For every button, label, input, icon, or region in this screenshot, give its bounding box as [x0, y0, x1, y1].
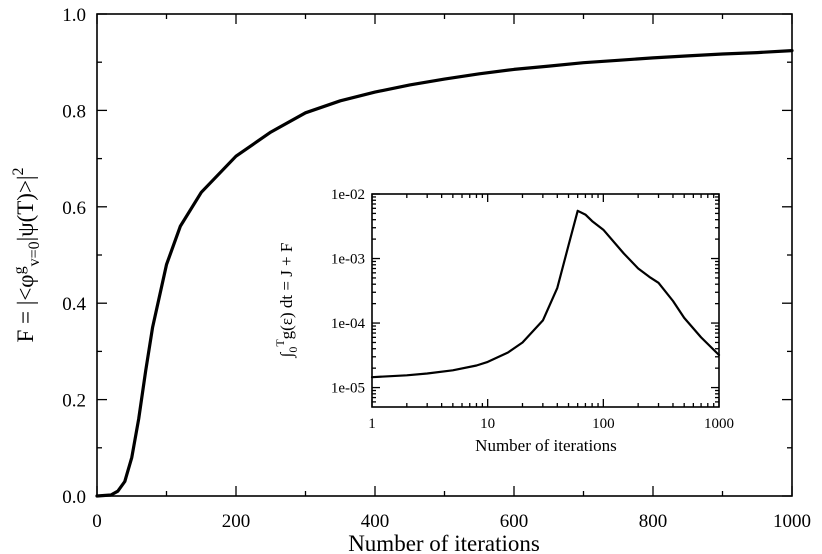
main-series-line — [95, 49, 794, 498]
inset-x-tick-label: 1000 — [704, 416, 734, 432]
main-y-tick-label: 0.4 — [62, 294, 86, 315]
main-y-tick-label: 0.6 — [62, 198, 86, 219]
inset-x-tick-label: 10 — [480, 416, 495, 432]
main-chart: 0 200 400 600 800 1000 0.0 0.2 0.4 0.6 0.8 1.0 Num… — [10, 5, 811, 554]
main-x-tick-label: 800 — [639, 511, 668, 532]
inset-background — [372, 194, 719, 407]
inset-plot-frame — [371, 193, 720, 408]
main-x-tick-label: 600 — [500, 511, 529, 532]
main-y-tick-label: 0.2 — [62, 391, 86, 412]
main-y-tick-label: 0.8 — [62, 101, 86, 122]
inset-chart: 1 10 100 1000 1e-05 1e-04 1e-03 1e-02 Number o… — [273, 187, 734, 455]
main-y-tick-label: 0.0 — [62, 487, 86, 508]
main-x-tick-label: 200 — [222, 511, 251, 532]
main-x-tick-label: 1000 — [773, 511, 811, 532]
inset-y-tick-label: 1e-03 — [331, 252, 365, 268]
svg-text:∫0Tg(ε) dt = J + F: ∫0Tg(ε) dt = J + F — [273, 243, 300, 359]
inset-y-tick-label: 1e-05 — [331, 381, 365, 397]
inset-y-axis-label: ∫0Tg(ε) dt = J + F — [273, 243, 300, 359]
main-y-tick-label: 1.0 — [62, 5, 86, 26]
inset-series-line — [370, 209, 721, 379]
svg-text:F = |<φgv=0|ψ(T)>|2: F = |<φgv=0|ψ(T)>|2 — [10, 167, 43, 342]
inset-x-tick-label: 100 — [592, 416, 615, 432]
inset-y-tick-label: 1e-04 — [331, 316, 366, 332]
main-x-tick-label: 0 — [92, 511, 102, 532]
main-y-axis: 0.0 0.2 0.4 0.6 0.8 1.0 — [62, 5, 792, 508]
main-x-axis: 0 200 400 600 800 1000 — [92, 14, 811, 532]
main-y-axis-label: F = |<φgv=0|ψ(T)>|2 — [10, 167, 43, 342]
inset-y-axis: 1e-05 1e-04 1e-03 1e-02 — [331, 187, 719, 403]
inset-x-axis: 1 10 100 1000 — [368, 194, 734, 432]
main-x-axis-label: Number of iterations — [348, 531, 540, 554]
inset-y-tick-label: 1e-02 — [331, 187, 365, 203]
main-x-tick-label: 400 — [361, 511, 390, 532]
inset-x-tick-label: 1 — [368, 416, 376, 432]
inset-x-axis-label: Number of iterations — [475, 436, 617, 455]
